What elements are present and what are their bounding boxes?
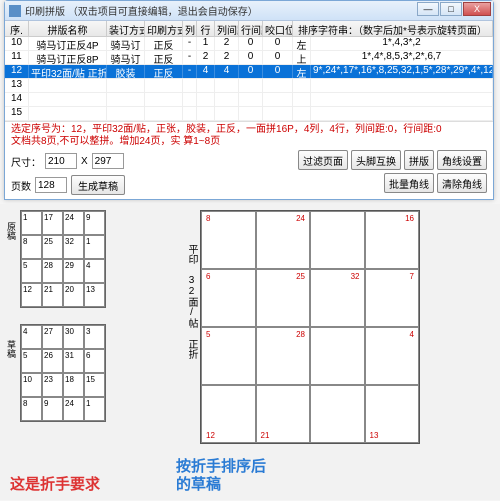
width-input[interactable]: [45, 153, 77, 169]
big-sheet: 824166253275284122113: [200, 210, 420, 444]
generate-button[interactable]: 生成草稿: [71, 175, 125, 195]
right-buttons: 过滤页面 头脚互换 拼版 角线设置 批量角线 清除角线: [287, 150, 487, 193]
sheet1-label: 原稿: [6, 222, 16, 240]
caption-right: 按折手排序后的草稿: [176, 458, 266, 494]
canvas-area: 原稿 11724982532152829412212013 草稿 4273035…: [0, 204, 500, 500]
corner-batch-button[interactable]: 批量角线: [384, 173, 434, 193]
grid-header: 序. 拼版名称 装订方式 印刷方式 列 行 列间距 行间距 咬口位 排序字符串：…: [5, 21, 493, 37]
col-bind: 装订方式: [107, 21, 145, 36]
grid-row[interactable]: 12平印32面/贴 正折胶装正反-4400左9*,24*,17*,16*,8,2…: [5, 65, 493, 79]
size-x: X: [81, 156, 88, 167]
corner-set-button[interactable]: 角线设置: [437, 150, 487, 170]
impose-button[interactable]: 拼版: [404, 150, 434, 170]
pages-input[interactable]: [35, 177, 67, 193]
col-cg: 列间距: [215, 21, 239, 36]
col-row: 行: [197, 21, 215, 36]
titlebar[interactable]: 印刷拼版 （双击项目可直接编辑，退出会自动保存） — □ X: [5, 1, 493, 21]
col-print: 印刷方式: [145, 21, 183, 36]
height-input[interactable]: [92, 153, 124, 169]
small-sheet-1: 11724982532152829412212013: [20, 210, 106, 308]
status-line1: 选定序号为：12，平印32面/贴，正张，胶装，正反，一面拼16P，4列，4行，列…: [11, 124, 487, 136]
filter-button[interactable]: 过滤页面: [298, 150, 348, 170]
status-line2: 文档共8页,不可以整拼。增加24页，实 算1~8页: [11, 136, 487, 148]
col-seq: 序.: [5, 21, 29, 36]
col-rg: 行间距: [239, 21, 263, 36]
grid-row[interactable]: 14: [5, 93, 493, 107]
grid-row[interactable]: 11骑马订正反8P骑马订正反-2200上1*,4*,8,5,3*,2*,6,7: [5, 51, 493, 65]
window-title: 印刷拼版 （双击项目可直接编辑，退出会自动保存）: [25, 3, 258, 18]
size-label: 尺寸：: [11, 154, 41, 169]
swap-button[interactable]: 头脚互换: [351, 150, 401, 170]
grid-row[interactable]: 15: [5, 107, 493, 121]
pages-label: 页数: [11, 178, 31, 193]
small-sheet-2: 4273035263161023181589241: [20, 324, 106, 422]
grid-body[interactable]: 10骑马订正反4P骑马订正反-1200左1*,4,3*,211骑马订正反8P骑马…: [5, 37, 493, 121]
big-sheet-label: 平印 32面/帖 正折: [184, 244, 199, 359]
col-name: 拼版名称: [29, 21, 107, 36]
app-icon: [9, 5, 21, 17]
sheet2-label: 草稿: [6, 340, 16, 358]
col-bite: 咬口位: [263, 21, 293, 36]
status-text: 选定序号为：12，平印32面/贴，正张，胶装，正反，一面拼16P，4列，4行，列…: [5, 121, 493, 150]
col-col: 列: [183, 21, 197, 36]
grid-row[interactable]: 10骑马订正反4P骑马订正反-1200左1*,4,3*,2: [5, 37, 493, 51]
grid-row[interactable]: 13: [5, 79, 493, 93]
col-seqstr: 排序字符串：（数字后加*号表示旋转页面）: [293, 21, 493, 36]
app-window: 印刷拼版 （双击项目可直接编辑，退出会自动保存） — □ X 序. 拼版名称 装…: [4, 0, 494, 200]
corner-clear-button[interactable]: 清除角线: [437, 173, 487, 193]
minimize-button[interactable]: —: [417, 2, 439, 16]
caption-left: 这是折手要求: [10, 473, 100, 494]
close-button[interactable]: X: [463, 2, 491, 16]
maximize-button[interactable]: □: [440, 2, 462, 16]
